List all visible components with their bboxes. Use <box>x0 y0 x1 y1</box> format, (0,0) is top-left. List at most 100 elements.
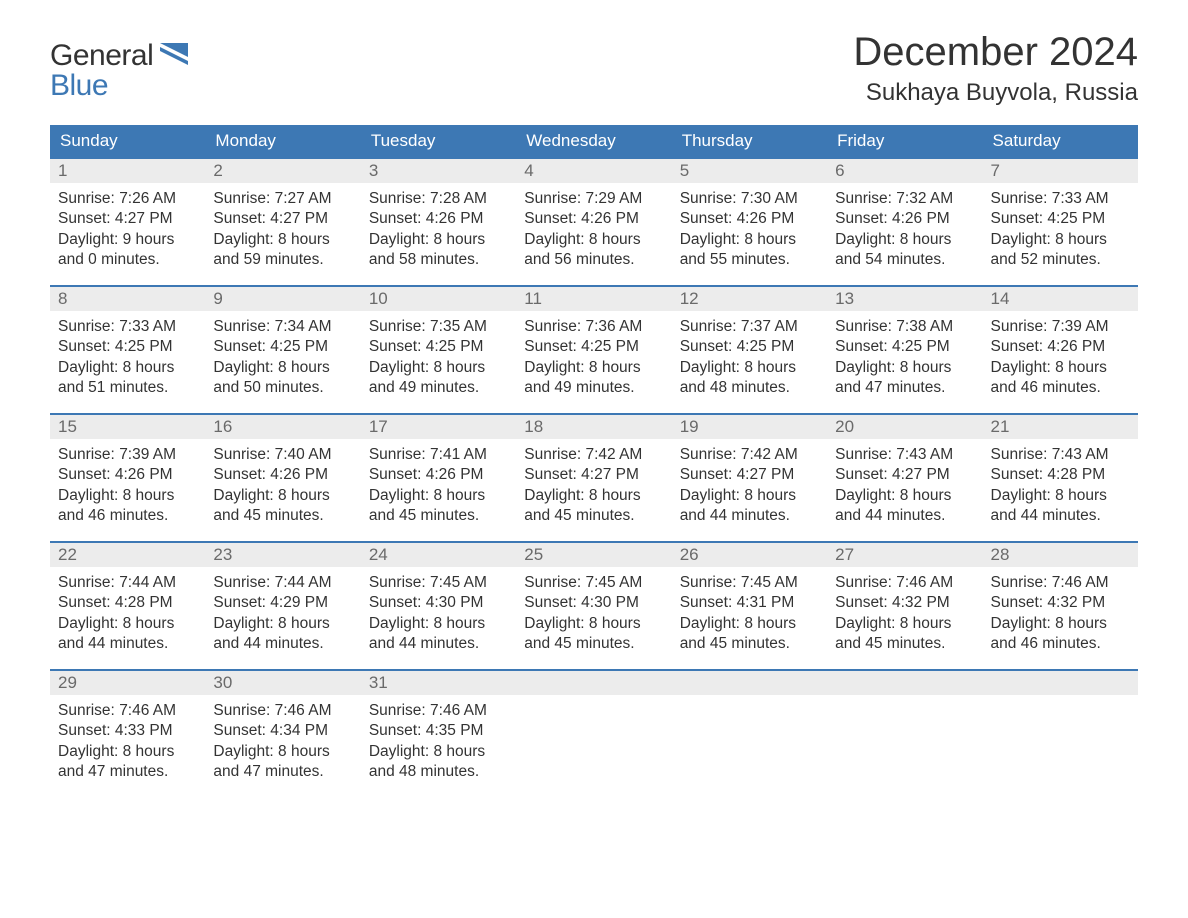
daylight-label: Daylight: <box>524 231 584 248</box>
day-number: 4 <box>516 159 671 183</box>
day-header: Sunday <box>50 125 205 158</box>
sunset-value: 4:30 PM <box>426 594 484 611</box>
daylight-line2: and 48 minutes. <box>680 379 790 396</box>
sunrise-value: 7:46 AM <box>896 574 953 591</box>
day-details: Sunrise: 7:35 AMSunset: 4:25 PMDaylight:… <box>361 311 516 409</box>
sunset-label: Sunset: <box>369 466 422 483</box>
sunrise-label: Sunrise: <box>58 318 115 335</box>
sunset-value: 4:31 PM <box>737 594 795 611</box>
daylight-line1: 8 hours <box>278 615 330 632</box>
daylight-line1: 8 hours <box>278 487 330 504</box>
sunrise-value: 7:44 AM <box>275 574 332 591</box>
sunset-value: 4:25 PM <box>581 338 639 355</box>
day-number: 20 <box>827 415 982 439</box>
day-number: 9 <box>205 287 360 311</box>
calendar-week-row: 1Sunrise: 7:26 AMSunset: 4:27 PMDaylight… <box>50 158 1138 286</box>
calendar-day-cell: 31Sunrise: 7:46 AMSunset: 4:35 PMDayligh… <box>361 670 516 798</box>
day-number <box>827 671 982 695</box>
daylight-line1: 9 hours <box>123 231 175 248</box>
calendar-day-cell: 8Sunrise: 7:33 AMSunset: 4:25 PMDaylight… <box>50 286 205 414</box>
day-header: Tuesday <box>361 125 516 158</box>
calendar-day-cell: 23Sunrise: 7:44 AMSunset: 4:29 PMDayligh… <box>205 542 360 670</box>
daylight-line1: 8 hours <box>433 231 485 248</box>
sunset-value: 4:26 PM <box>581 210 639 227</box>
sunset-value: 4:27 PM <box>581 466 639 483</box>
day-details: Sunrise: 7:43 AMSunset: 4:28 PMDaylight:… <box>983 439 1138 537</box>
calendar-day-cell: 11Sunrise: 7:36 AMSunset: 4:25 PMDayligh… <box>516 286 671 414</box>
calendar-day-cell <box>516 670 671 798</box>
day-number: 25 <box>516 543 671 567</box>
sunrise-value: 7:39 AM <box>1052 318 1109 335</box>
daylight-line1: 8 hours <box>744 359 796 376</box>
calendar-day-cell <box>827 670 982 798</box>
daylight-line2: and 46 minutes. <box>991 379 1101 396</box>
daylight-line1: 8 hours <box>589 359 641 376</box>
daylight-line2: and 48 minutes. <box>369 763 479 780</box>
sunset-label: Sunset: <box>524 210 577 227</box>
daylight-line1: 8 hours <box>1055 615 1107 632</box>
calendar-day-cell: 26Sunrise: 7:45 AMSunset: 4:31 PMDayligh… <box>672 542 827 670</box>
day-number: 17 <box>361 415 516 439</box>
day-details: Sunrise: 7:46 AMSunset: 4:32 PMDaylight:… <box>827 567 982 665</box>
daylight-line2: and 44 minutes. <box>991 507 1101 524</box>
daylight-line1: 8 hours <box>744 231 796 248</box>
sunset-value: 4:26 PM <box>426 210 484 227</box>
calendar-day-cell: 22Sunrise: 7:44 AMSunset: 4:28 PMDayligh… <box>50 542 205 670</box>
calendar-header-row: SundayMondayTuesdayWednesdayThursdayFrid… <box>50 125 1138 158</box>
sunset-value: 4:25 PM <box>737 338 795 355</box>
sunrise-label: Sunrise: <box>524 190 581 207</box>
sunset-label: Sunset: <box>58 466 111 483</box>
day-header: Saturday <box>983 125 1138 158</box>
sunset-value: 4:26 PM <box>426 466 484 483</box>
sunrise-label: Sunrise: <box>213 318 270 335</box>
daylight-line1: 8 hours <box>900 231 952 248</box>
calendar-day-cell: 30Sunrise: 7:46 AMSunset: 4:34 PMDayligh… <box>205 670 360 798</box>
daylight-line2: and 44 minutes. <box>835 507 945 524</box>
daylight-line1: 8 hours <box>589 487 641 504</box>
sunrise-value: 7:45 AM <box>430 574 487 591</box>
sunset-label: Sunset: <box>680 210 733 227</box>
daylight-line2: and 55 minutes. <box>680 251 790 268</box>
day-number: 26 <box>672 543 827 567</box>
sunrise-value: 7:27 AM <box>275 190 332 207</box>
sunrise-value: 7:38 AM <box>896 318 953 335</box>
daylight-line2: and 45 minutes. <box>680 635 790 652</box>
sunrise-label: Sunrise: <box>58 702 115 719</box>
day-number: 19 <box>672 415 827 439</box>
daylight-line1: 8 hours <box>278 743 330 760</box>
daylight-line2: and 44 minutes. <box>213 635 323 652</box>
day-details: Sunrise: 7:46 AMSunset: 4:32 PMDaylight:… <box>983 567 1138 665</box>
sunset-value: 4:28 PM <box>115 594 173 611</box>
sunrise-value: 7:34 AM <box>275 318 332 335</box>
daylight-label: Daylight: <box>991 359 1051 376</box>
sunrise-value: 7:33 AM <box>119 318 176 335</box>
daylight-line2: and 45 minutes. <box>524 507 634 524</box>
day-details: Sunrise: 7:45 AMSunset: 4:30 PMDaylight:… <box>361 567 516 665</box>
daylight-label: Daylight: <box>991 231 1051 248</box>
day-details: Sunrise: 7:44 AMSunset: 4:29 PMDaylight:… <box>205 567 360 665</box>
sunrise-label: Sunrise: <box>991 190 1048 207</box>
day-details: Sunrise: 7:42 AMSunset: 4:27 PMDaylight:… <box>516 439 671 537</box>
calendar-day-cell: 27Sunrise: 7:46 AMSunset: 4:32 PMDayligh… <box>827 542 982 670</box>
sunset-label: Sunset: <box>369 210 422 227</box>
sunset-value: 4:30 PM <box>581 594 639 611</box>
sunset-value: 4:25 PM <box>270 338 328 355</box>
daylight-line1: 8 hours <box>589 615 641 632</box>
daylight-label: Daylight: <box>524 487 584 504</box>
day-details: Sunrise: 7:28 AMSunset: 4:26 PMDaylight:… <box>361 183 516 281</box>
sunrise-label: Sunrise: <box>524 446 581 463</box>
day-number: 7 <box>983 159 1138 183</box>
sunrise-value: 7:42 AM <box>741 446 798 463</box>
calendar-day-cell: 16Sunrise: 7:40 AMSunset: 4:26 PMDayligh… <box>205 414 360 542</box>
sunrise-label: Sunrise: <box>524 574 581 591</box>
day-details: Sunrise: 7:44 AMSunset: 4:28 PMDaylight:… <box>50 567 205 665</box>
sunrise-label: Sunrise: <box>58 446 115 463</box>
sunrise-label: Sunrise: <box>213 702 270 719</box>
daylight-line1: 8 hours <box>900 359 952 376</box>
daylight-label: Daylight: <box>213 231 273 248</box>
day-details: Sunrise: 7:27 AMSunset: 4:27 PMDaylight:… <box>205 183 360 281</box>
day-number: 23 <box>205 543 360 567</box>
calendar-day-cell: 14Sunrise: 7:39 AMSunset: 4:26 PMDayligh… <box>983 286 1138 414</box>
sunrise-label: Sunrise: <box>369 702 426 719</box>
day-number: 22 <box>50 543 205 567</box>
